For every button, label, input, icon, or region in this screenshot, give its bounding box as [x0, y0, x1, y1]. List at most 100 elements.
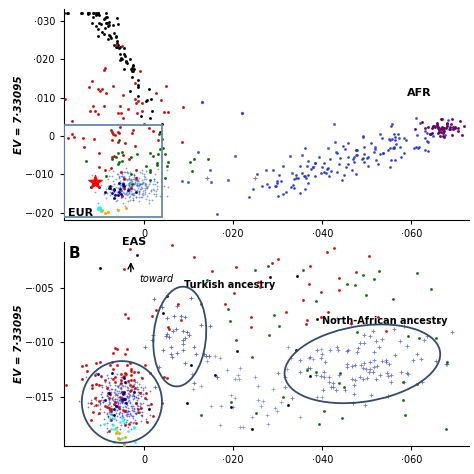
- Point: [347, 320, 355, 328]
- Point: [133, 166, 140, 173]
- Point: [105, 379, 113, 386]
- Point: [413, 380, 421, 388]
- Point: [118, 182, 126, 190]
- Point: [122, 408, 129, 416]
- Point: [101, 396, 109, 403]
- Point: [104, 413, 112, 421]
- Point: [130, 380, 137, 388]
- Point: [164, 183, 172, 191]
- Point: [128, 180, 136, 188]
- Point: [115, 402, 122, 410]
- Point: [136, 190, 143, 197]
- Point: [130, 185, 138, 193]
- Point: [97, 396, 105, 403]
- Point: [118, 393, 126, 401]
- Point: [110, 438, 118, 446]
- Point: [133, 188, 140, 196]
- Point: [137, 404, 144, 411]
- Point: [119, 175, 127, 182]
- Point: [128, 189, 136, 197]
- Point: [112, 32, 119, 39]
- Point: [147, 186, 155, 194]
- Point: [396, 144, 404, 151]
- Point: [118, 54, 125, 62]
- Point: [130, 172, 138, 179]
- Point: [143, 183, 151, 191]
- Point: [132, 95, 139, 102]
- Point: [129, 197, 137, 204]
- Point: [132, 100, 140, 107]
- Point: [128, 175, 135, 183]
- Point: [130, 180, 137, 188]
- Point: [91, 394, 99, 402]
- Point: [364, 162, 372, 169]
- Point: [148, 336, 156, 344]
- Point: [371, 348, 378, 356]
- Point: [111, 194, 119, 201]
- Point: [155, 165, 162, 173]
- Point: [133, 188, 140, 196]
- Point: [296, 413, 304, 421]
- Point: [150, 295, 158, 303]
- Point: [109, 180, 117, 188]
- Point: [120, 390, 128, 397]
- Point: [112, 399, 119, 407]
- Point: [92, 22, 100, 29]
- Point: [129, 67, 137, 74]
- Point: [141, 182, 148, 189]
- Point: [145, 405, 153, 412]
- Point: [118, 398, 126, 405]
- Point: [130, 189, 138, 197]
- Point: [88, 19, 96, 27]
- Point: [127, 387, 135, 394]
- Point: [123, 176, 131, 183]
- Point: [99, 398, 107, 406]
- Point: [303, 317, 310, 324]
- Point: [113, 346, 121, 353]
- Point: [403, 342, 411, 350]
- Point: [217, 402, 224, 410]
- Point: [362, 292, 369, 299]
- Point: [133, 176, 140, 184]
- Point: [133, 396, 140, 404]
- Point: [120, 416, 128, 423]
- Point: [143, 96, 151, 104]
- Point: [127, 176, 135, 183]
- Point: [160, 373, 168, 381]
- Point: [122, 403, 130, 411]
- Point: [125, 392, 132, 400]
- Point: [84, 9, 92, 17]
- Point: [105, 389, 113, 397]
- Point: [105, 184, 113, 191]
- Point: [448, 328, 456, 336]
- Point: [143, 395, 151, 403]
- Point: [103, 410, 111, 418]
- Point: [112, 410, 119, 417]
- Point: [125, 185, 133, 193]
- Point: [106, 409, 114, 416]
- Point: [101, 210, 109, 217]
- Point: [303, 366, 310, 374]
- Point: [270, 311, 278, 319]
- Point: [130, 127, 137, 134]
- Point: [265, 332, 273, 339]
- Point: [109, 358, 116, 366]
- Point: [372, 375, 380, 383]
- Point: [116, 174, 123, 182]
- Point: [121, 139, 128, 146]
- Point: [442, 360, 450, 368]
- Point: [428, 129, 436, 137]
- Point: [137, 411, 145, 419]
- Point: [269, 385, 276, 392]
- Point: [112, 402, 120, 410]
- Point: [361, 331, 368, 339]
- Point: [159, 310, 166, 317]
- Point: [131, 79, 139, 86]
- Point: [301, 144, 309, 152]
- Point: [389, 295, 397, 303]
- Point: [112, 429, 120, 437]
- Point: [64, 9, 71, 17]
- Point: [125, 185, 132, 192]
- Point: [130, 368, 137, 375]
- Point: [102, 19, 109, 27]
